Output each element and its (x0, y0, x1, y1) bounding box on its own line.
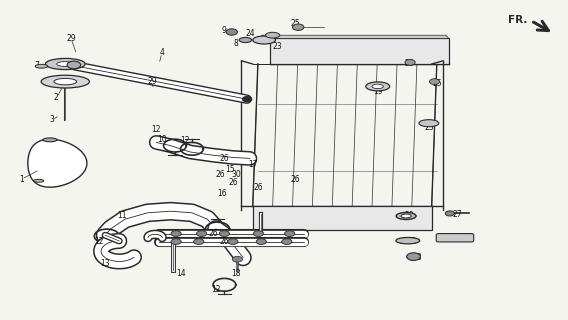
Text: 16: 16 (217, 189, 226, 198)
Ellipse shape (43, 138, 57, 142)
Text: 30: 30 (231, 170, 241, 179)
Circle shape (197, 231, 207, 236)
Circle shape (285, 231, 295, 236)
Text: 26: 26 (220, 237, 229, 246)
Circle shape (445, 211, 454, 216)
Circle shape (69, 63, 78, 68)
Text: 23: 23 (424, 124, 433, 132)
Circle shape (219, 231, 229, 236)
Circle shape (293, 24, 304, 30)
Text: 29: 29 (66, 34, 76, 43)
Text: 25: 25 (404, 60, 414, 68)
Text: 19: 19 (373, 87, 382, 96)
Text: 15: 15 (225, 165, 235, 174)
Text: 7: 7 (35, 61, 39, 70)
Text: 13: 13 (101, 260, 110, 268)
Text: 18: 18 (231, 269, 240, 278)
Ellipse shape (372, 84, 383, 89)
Text: 22: 22 (407, 237, 416, 246)
Text: 26: 26 (254, 183, 263, 192)
Text: 25: 25 (433, 79, 442, 88)
Text: 12: 12 (180, 136, 189, 145)
Ellipse shape (419, 120, 438, 127)
Text: 8: 8 (233, 39, 238, 48)
Circle shape (282, 239, 292, 244)
Polygon shape (28, 139, 87, 187)
Text: 6: 6 (53, 60, 58, 68)
Circle shape (243, 97, 252, 102)
Text: 4: 4 (160, 48, 164, 57)
Text: 2: 2 (53, 93, 58, 102)
Circle shape (232, 256, 243, 262)
Ellipse shape (57, 61, 74, 67)
Text: 26: 26 (220, 154, 229, 163)
Text: 3: 3 (50, 116, 55, 124)
Text: 29: 29 (148, 77, 157, 86)
Ellipse shape (396, 237, 420, 244)
FancyBboxPatch shape (436, 234, 474, 242)
Circle shape (226, 29, 237, 35)
Text: 26: 26 (208, 229, 218, 238)
Circle shape (256, 239, 266, 244)
Circle shape (194, 239, 204, 244)
Ellipse shape (366, 82, 390, 91)
Text: 23: 23 (273, 42, 282, 51)
Polygon shape (261, 35, 449, 38)
Circle shape (253, 231, 264, 236)
Text: 9: 9 (222, 26, 227, 35)
Circle shape (171, 239, 181, 244)
Text: 12: 12 (152, 125, 161, 134)
Ellipse shape (401, 214, 411, 218)
Circle shape (429, 79, 440, 84)
Text: 11: 11 (118, 212, 127, 220)
Ellipse shape (266, 32, 280, 38)
Circle shape (171, 231, 181, 236)
Text: 24: 24 (245, 29, 254, 38)
Text: 26: 26 (216, 170, 225, 179)
Ellipse shape (396, 212, 416, 220)
Text: 1: 1 (19, 175, 24, 184)
Text: 25: 25 (291, 20, 300, 28)
Text: 12: 12 (95, 237, 104, 246)
Ellipse shape (45, 58, 85, 69)
Text: 10: 10 (157, 135, 166, 144)
Circle shape (407, 253, 420, 260)
Ellipse shape (239, 37, 252, 43)
Circle shape (405, 60, 415, 65)
Text: 17: 17 (248, 160, 257, 169)
Text: 20: 20 (404, 212, 414, 220)
Ellipse shape (253, 36, 275, 44)
Text: 5: 5 (53, 80, 58, 89)
Ellipse shape (41, 75, 90, 88)
Text: 12: 12 (211, 285, 220, 294)
Ellipse shape (54, 78, 77, 85)
Circle shape (67, 61, 81, 69)
Ellipse shape (34, 179, 44, 182)
Text: 14: 14 (176, 269, 185, 278)
Text: 26: 26 (291, 175, 300, 184)
Polygon shape (270, 38, 449, 64)
Text: 26: 26 (228, 178, 237, 187)
Text: 21: 21 (458, 234, 467, 243)
Circle shape (228, 239, 238, 244)
Polygon shape (253, 206, 432, 230)
Text: 27: 27 (453, 210, 462, 219)
Text: 28: 28 (413, 253, 422, 262)
Text: FR.: FR. (508, 15, 527, 25)
Ellipse shape (35, 64, 48, 68)
